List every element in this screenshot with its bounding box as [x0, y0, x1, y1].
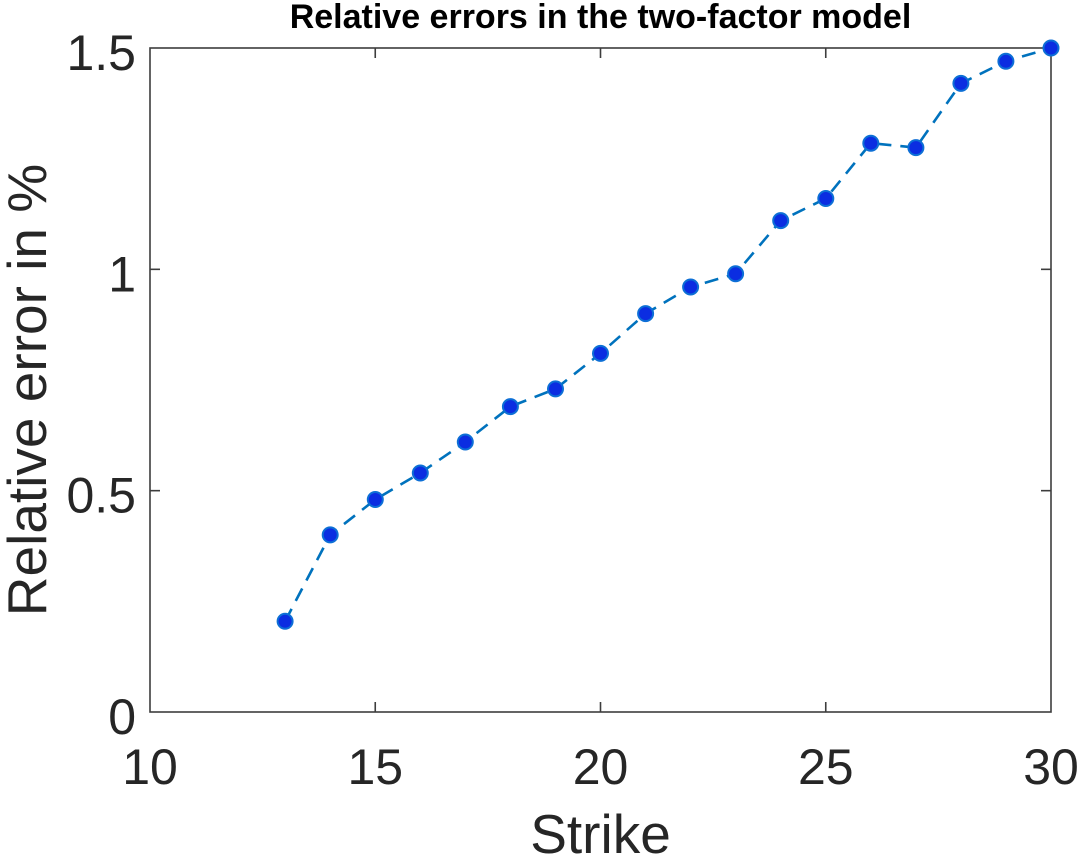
- data-point: [321, 526, 339, 544]
- y-tick-label: 1: [108, 246, 136, 302]
- data-point: [366, 491, 384, 508]
- series-line: [283, 46, 1052, 622]
- data-point: [547, 380, 564, 398]
- data-point: [682, 278, 700, 296]
- data-point: [592, 344, 609, 362]
- data-point: [1042, 39, 1060, 57]
- data-point: [637, 305, 655, 323]
- data-point: [772, 212, 790, 230]
- tick-labels: 10 15 20 25 30 0 0.5 1 1.5: [66, 25, 1078, 795]
- x-tick-label: 20: [573, 739, 629, 795]
- y-axis-label: Relative error in %: [0, 164, 58, 616]
- chart-title: Relative errors in the two-factor model: [290, 0, 912, 36]
- data-point: [456, 433, 474, 451]
- x-tick-label: 10: [122, 739, 178, 795]
- y-tick-label: 0: [108, 689, 136, 745]
- x-tick-label: 25: [798, 739, 854, 795]
- series-markers: [276, 39, 1060, 630]
- data-point: [952, 74, 970, 92]
- y-tick-label: 1.5: [66, 25, 136, 81]
- data-point: [817, 190, 835, 207]
- data-point: [276, 612, 294, 630]
- tick-marks: [150, 48, 1051, 712]
- data-point: [997, 52, 1015, 70]
- y-tick-label: 0.5: [66, 468, 136, 524]
- data-point: [727, 265, 745, 283]
- x-tick-label: 15: [347, 739, 403, 795]
- x-axis-label: Strike: [530, 803, 671, 858]
- data-point: [907, 139, 925, 157]
- data-point: [862, 134, 880, 152]
- x-tick-label: 30: [1023, 739, 1079, 795]
- data-point: [411, 464, 429, 482]
- data-point: [501, 398, 519, 416]
